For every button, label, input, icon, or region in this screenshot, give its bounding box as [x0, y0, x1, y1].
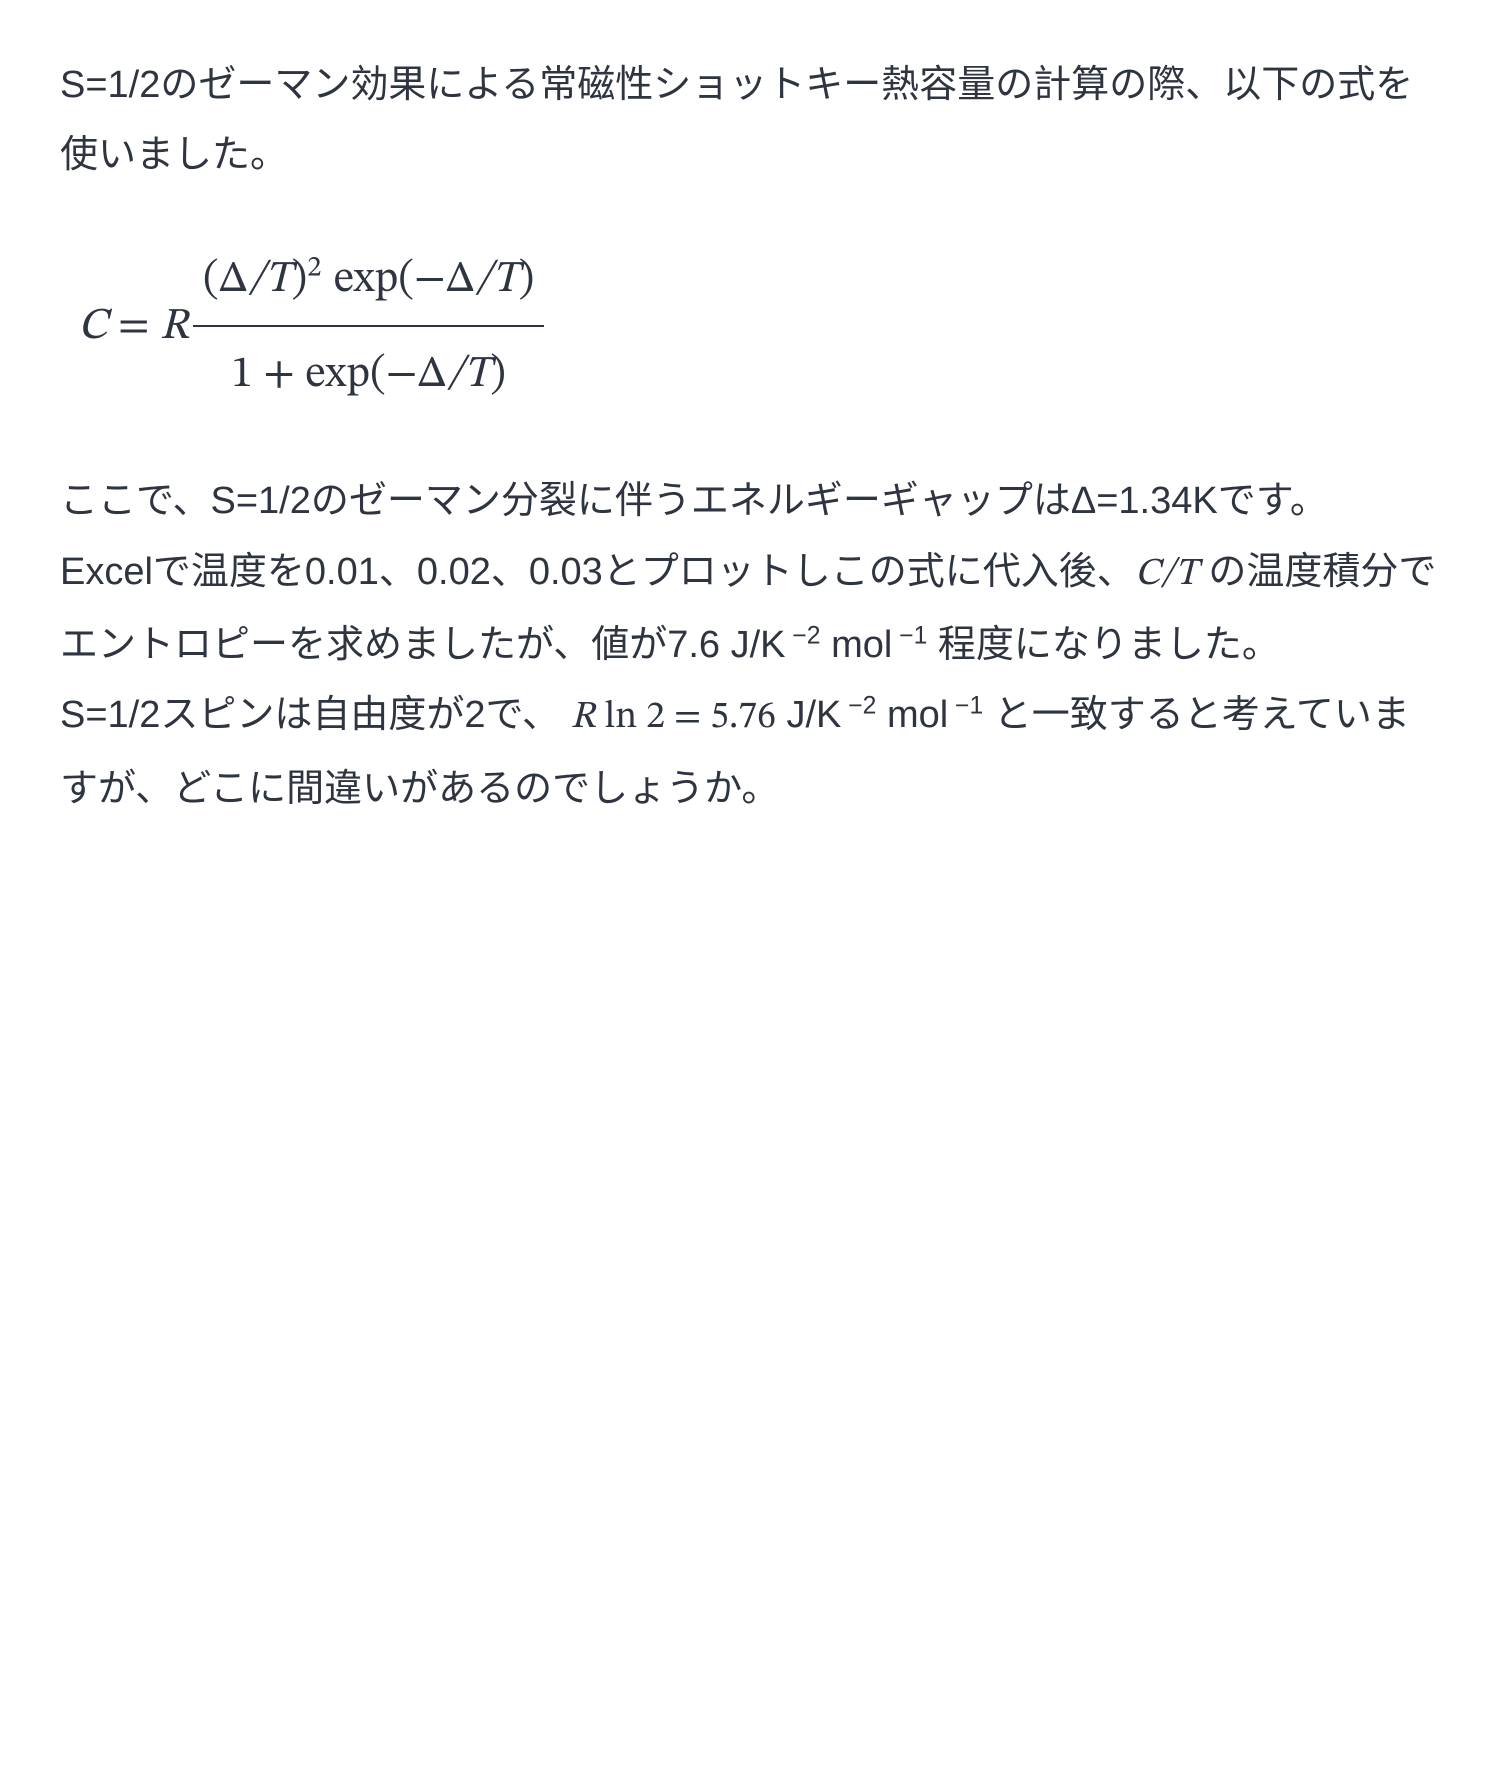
gap-sentence: ここで、S=1/2のゼーマン分裂に伴うエネルギーギャップはΔ=1.34Kです。 — [60, 480, 1328, 522]
unit-k-exp-2: −2 — [841, 693, 876, 720]
formula-equals: = — [107, 305, 159, 349]
rln2-sentence-part1: S=1/2スピンは自由度が2で、 — [60, 694, 571, 736]
formula-fraction: (Δ/T)2 exp(−Δ/T)1 + exp(−Δ/T) — [193, 236, 544, 417]
unit-mol-exp-1: −1 — [892, 622, 927, 649]
body-paragraph: ここで、S=1/2のゼーマン分裂に伴うエネルギーギャップはΔ=1.34Kです。 … — [60, 466, 1440, 823]
formula-denominator: 1 + exp(−Δ/T) — [193, 327, 544, 416]
rln2-sentence-part2: J/K — [776, 694, 841, 736]
intro-paragraph: S=1/2のゼーマン効果による常磁性ショットキー熱容量の計算の際、以下の式を使い… — [60, 50, 1440, 191]
formula-numerator: (Δ/T)2 exp(−Δ/T) — [193, 236, 544, 327]
excel-sentence-part3: mol — [821, 624, 893, 666]
intro-text: S=1/2のゼーマン効果による常磁性ショットキー熱容量の計算の際、以下の式を使い… — [60, 64, 1413, 176]
c-over-t-inline: C/T — [1135, 556, 1198, 594]
unit-k-exp-1: −2 — [786, 622, 821, 649]
unit-mol-exp-2: −1 — [948, 693, 983, 720]
rln2-inline: R ln 2 = 5.76 — [571, 699, 776, 737]
excel-sentence-part1: Excelで温度を0.01、0.02、0.03とプロットしこの式に代入後、 — [60, 551, 1135, 593]
rln2-sentence-part3: mol — [876, 694, 948, 736]
excel-sentence-part4: 程度になりました。 — [927, 624, 1280, 666]
formula-lhs-C: C — [78, 305, 107, 349]
formula-R: R — [160, 305, 189, 349]
schottky-formula: C = R(Δ/T)2 exp(−Δ/T)1 + exp(−Δ/T) — [78, 236, 1440, 417]
